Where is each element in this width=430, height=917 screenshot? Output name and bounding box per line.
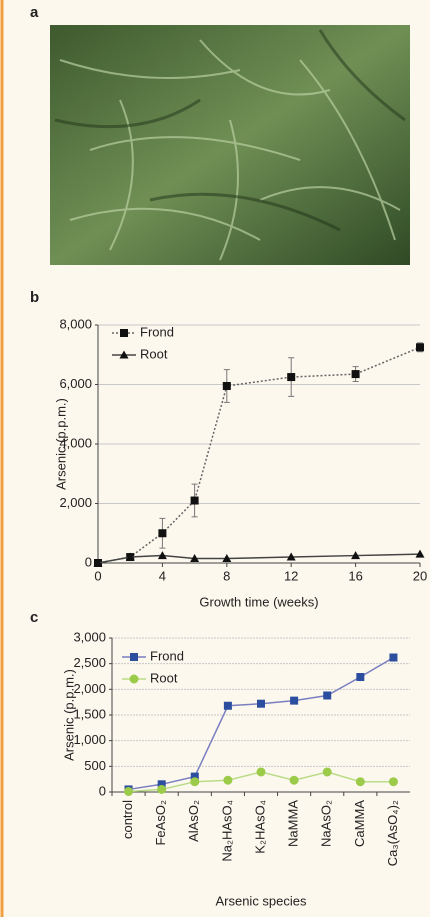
y-tick-label: 2,500 xyxy=(73,655,106,670)
marker xyxy=(287,373,296,382)
photo xyxy=(50,25,410,265)
y-tick-label: 1,500 xyxy=(73,706,106,721)
marker xyxy=(125,552,135,561)
series-line xyxy=(97,346,421,564)
y-tick-label: 8,000 xyxy=(59,316,92,331)
marker xyxy=(157,784,167,794)
marker xyxy=(119,350,129,359)
marker xyxy=(416,343,424,352)
x-tick-label: 12 xyxy=(284,568,298,583)
marker xyxy=(223,701,232,710)
y-tick-label: 2,000 xyxy=(59,495,92,510)
marker xyxy=(322,767,332,777)
x-tick-label: 20 xyxy=(413,568,427,583)
x-tick-label: FeAsO₂ xyxy=(153,800,168,846)
marker xyxy=(389,653,398,662)
marker xyxy=(222,381,231,390)
marker xyxy=(158,529,167,538)
x-tick-label: NaAsO₂ xyxy=(319,800,334,847)
marker xyxy=(388,777,398,787)
y-tick-label: 3,000 xyxy=(73,629,106,644)
panel-label: b xyxy=(30,289,39,306)
marker xyxy=(290,696,299,705)
y-axis-label: Arsenic (p.p.m.) xyxy=(53,398,68,490)
x-tick-label: 0 xyxy=(94,568,101,583)
y-tick-label: 0 xyxy=(85,554,92,569)
marker xyxy=(286,552,296,561)
marker xyxy=(130,653,138,661)
series-line xyxy=(97,553,421,564)
marker xyxy=(93,558,103,567)
legend-label: Root xyxy=(140,346,168,361)
y-tick-label: 1,000 xyxy=(73,732,106,747)
y-tick-label: 0 xyxy=(99,783,106,798)
x-tick-label: 8 xyxy=(223,568,230,583)
x-tick-label: AlAsO₂ xyxy=(186,800,201,842)
marker xyxy=(356,673,365,682)
x-tick-label: NaMMA xyxy=(286,800,301,847)
y-axis-label: Arsenic (p.p.m.) xyxy=(61,669,76,761)
y-tick-label: 2,000 xyxy=(73,681,106,696)
legend-label: Frond xyxy=(140,324,174,339)
marker xyxy=(157,551,167,560)
marker xyxy=(129,674,139,684)
x-tick-label: 16 xyxy=(348,568,362,583)
marker xyxy=(190,554,200,563)
marker xyxy=(120,329,128,337)
x-tick-label: 4 xyxy=(159,568,166,583)
marker xyxy=(223,775,233,785)
marker xyxy=(355,777,365,787)
marker xyxy=(190,496,199,505)
marker xyxy=(157,780,166,789)
x-tick-label: K₂HAsO₄ xyxy=(252,800,267,854)
legend-label: Frond xyxy=(150,648,184,663)
x-tick-label: control xyxy=(120,800,135,839)
marker xyxy=(351,370,360,379)
y-tick-label: 6,000 xyxy=(59,376,92,391)
x-axis-label: Arsenic species xyxy=(215,893,307,908)
legend-label: Root xyxy=(150,670,178,685)
marker xyxy=(190,772,199,781)
x-axis-label: Growth time (weeks) xyxy=(199,594,318,609)
marker xyxy=(415,549,425,558)
panel-label: c xyxy=(30,609,38,626)
marker xyxy=(257,699,265,708)
marker xyxy=(190,777,200,787)
marker xyxy=(323,691,332,700)
x-tick-label: Ca₃(AsO₄)₂ xyxy=(385,800,400,866)
marker xyxy=(222,554,232,563)
x-tick-label: CaMMA xyxy=(352,800,367,847)
marker xyxy=(351,551,361,560)
y-tick-label: 4,000 xyxy=(59,435,92,450)
panel-label: a xyxy=(30,4,39,21)
x-tick-label: Na₂HAsO₄ xyxy=(219,800,234,862)
marker xyxy=(256,767,266,777)
marker xyxy=(124,786,134,796)
marker xyxy=(289,775,299,785)
y-tick-label: 500 xyxy=(84,758,106,773)
